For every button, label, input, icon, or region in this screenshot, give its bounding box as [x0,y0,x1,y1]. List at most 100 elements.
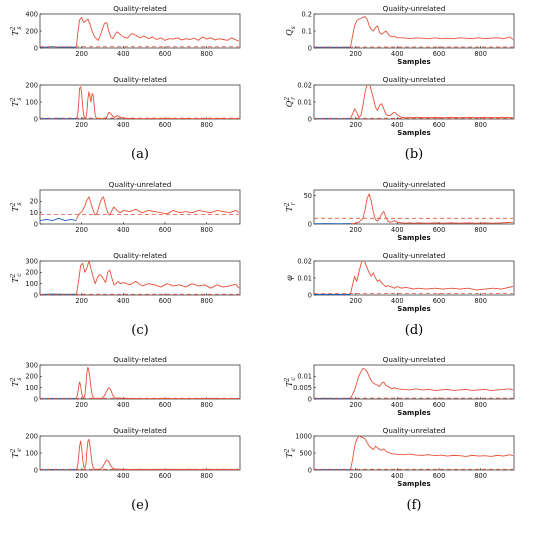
y-tick-label: 0.01 [297,98,312,106]
plot-frame [313,260,515,296]
x-tick-label: 200 [75,50,88,58]
x-tick-label: 600 [159,50,172,58]
y-axis-label: T2s [10,26,23,35]
x-tick-label: 200 [349,226,362,234]
x-tick-label: 400 [117,50,130,58]
plot-title: Quality-related [113,426,167,435]
plot-panel-3: Quality-unrelated 200 400 600 800 0 0.1 0.2 Samp… [285,4,515,66]
x-axis-label: Samples [397,409,430,417]
y-axis-label: T2r [284,201,297,211]
y-tick-label: 500 [299,449,312,457]
x-tick-label: 600 [159,472,172,480]
x-tick-label: 200 [349,121,362,129]
plot-title: Quality-unrelated [383,355,446,364]
y-tick-label: 200 [25,27,38,35]
y-tick-label: 0.2 [302,10,313,18]
x-tick-label: 600 [433,226,446,234]
x-tick-label: 800 [474,472,487,480]
plot-title: Quality-related [113,75,167,84]
y-tick-label: 0 [308,220,312,228]
x-tick-label: 600 [433,121,446,129]
series-line-2 [76,261,240,295]
x-tick-label: 600 [433,401,446,409]
y-tick-label: 200 [25,432,38,440]
y-tick-label: 0.01 [297,274,312,282]
y-tick-label: 0 [34,291,38,299]
y-tick-label: 50 [304,192,312,200]
y-tick-label: 0 [308,291,312,299]
y-tick-label: 0 [34,44,38,52]
x-tick-label: 800 [200,50,213,58]
x-tick-label: 200 [349,297,362,305]
series-line-1 [40,217,77,222]
x-tick-label: 400 [117,121,130,129]
x-axis-label: Samples [397,480,430,488]
y-tick-label: 10 [30,209,38,217]
x-tick-label: 800 [200,297,213,305]
series-line-2 [350,193,513,224]
x-tick-label: 600 [159,121,172,129]
plot-title: Quality-unrelated [383,180,446,189]
x-axis-label: Samples [397,234,430,242]
plot-frame [39,435,241,471]
plot-frame [313,13,515,49]
y-axis-label: φ [285,275,294,281]
x-axis-label: Samples [397,129,430,137]
x-tick-label: 400 [117,472,130,480]
x-tick-label: 400 [391,297,404,305]
subfigure-label: (b) [405,147,423,162]
subfigure-label: (d) [405,323,423,338]
y-tick-label: 0 [308,115,312,123]
series-line-2 [350,367,514,399]
y-tick-label: 20 [30,198,38,206]
x-tick-label: 800 [474,121,487,129]
x-tick-label: 800 [474,297,487,305]
y-tick-label: 0.005 [293,384,312,392]
y-tick-label: 300 [25,257,38,265]
plot-title: Quality-unrelated [383,4,446,13]
plot-title: Quality-related [113,355,167,364]
subfigure-label: (c) [131,323,148,338]
series-line-2 [76,16,240,47]
y-axis-label: T2s [10,97,23,106]
series-line-2 [350,436,514,470]
y-tick-label: 0.02 [297,257,312,265]
y-axis-label: Qs [285,26,297,36]
plot-panel-7: Quality-unrelated 200 400 600 800 0 50 Samples T… [284,180,515,242]
y-tick-label: 100 [25,280,38,288]
x-tick-label: 200 [75,401,88,409]
x-axis-label: Samples [397,58,430,66]
x-tick-label: 400 [391,401,404,409]
plot-title: Quality-unrelated [383,75,446,84]
plot-frame [313,435,515,471]
x-tick-label: 400 [117,226,130,234]
plot-panel-12: Quality-unrelated 200 400 600 800 0 500 1000 Sam… [284,426,515,488]
series-line-2 [350,16,514,48]
x-tick-label: 600 [433,472,446,480]
plot-frame [39,364,241,400]
plot-frame [313,364,515,400]
y-axis-label: T2s [10,202,23,211]
y-tick-label: 0 [34,220,38,228]
plot-frame [313,189,515,225]
x-tick-label: 200 [75,472,88,480]
y-tick-label: 0 [308,44,312,52]
y-tick-label: 300 [25,361,38,369]
x-tick-label: 600 [159,226,172,234]
plot-panel-11: Quality-unrelated 200 400 600 800 0 0.005 0.01 S… [284,355,515,417]
x-tick-label: 200 [75,121,88,129]
y-axis-label: T2c [10,273,23,283]
x-tick-label: 200 [349,50,362,58]
x-tick-label: 400 [391,50,404,58]
y-tick-label: 0.02 [297,81,312,89]
x-tick-label: 400 [117,401,130,409]
series-line-2 [350,85,513,119]
x-tick-label: 600 [159,401,172,409]
plot-title: Quality-unrelated [383,426,446,435]
x-tick-label: 800 [474,226,487,234]
